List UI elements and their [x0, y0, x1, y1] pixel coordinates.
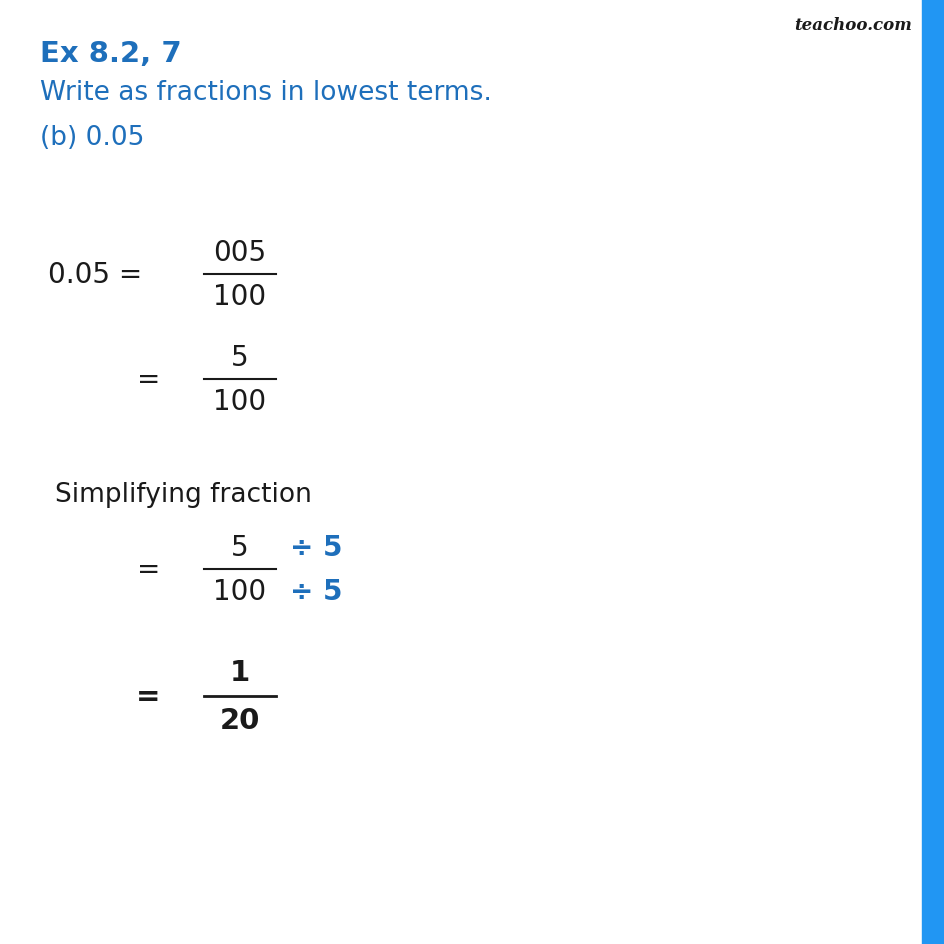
Text: Write as fractions in lowest terms.: Write as fractions in lowest terms.	[40, 80, 492, 106]
Text: 5: 5	[231, 344, 248, 372]
Text: 100: 100	[213, 578, 266, 605]
Text: 20: 20	[220, 706, 260, 734]
Text: Ex 8.2, 7: Ex 8.2, 7	[40, 40, 181, 68]
Text: 1: 1	[229, 658, 250, 686]
Text: teachoo.com: teachoo.com	[793, 17, 911, 34]
Text: =: =	[137, 555, 160, 583]
Text: =: =	[137, 365, 160, 394]
Text: Simplifying fraction: Simplifying fraction	[55, 481, 312, 508]
Text: ÷ 5: ÷ 5	[290, 578, 342, 605]
Text: 100: 100	[213, 282, 266, 311]
Text: ÷ 5: ÷ 5	[290, 533, 342, 562]
Bar	[921, 0, 944, 944]
Text: 100: 100	[213, 388, 266, 415]
Text: 0.05 =: 0.05 =	[48, 261, 143, 289]
Text: 5: 5	[231, 533, 248, 562]
Text: 005: 005	[213, 239, 266, 267]
Text: =: =	[135, 683, 160, 710]
Text: (b) 0.05: (b) 0.05	[40, 125, 144, 151]
